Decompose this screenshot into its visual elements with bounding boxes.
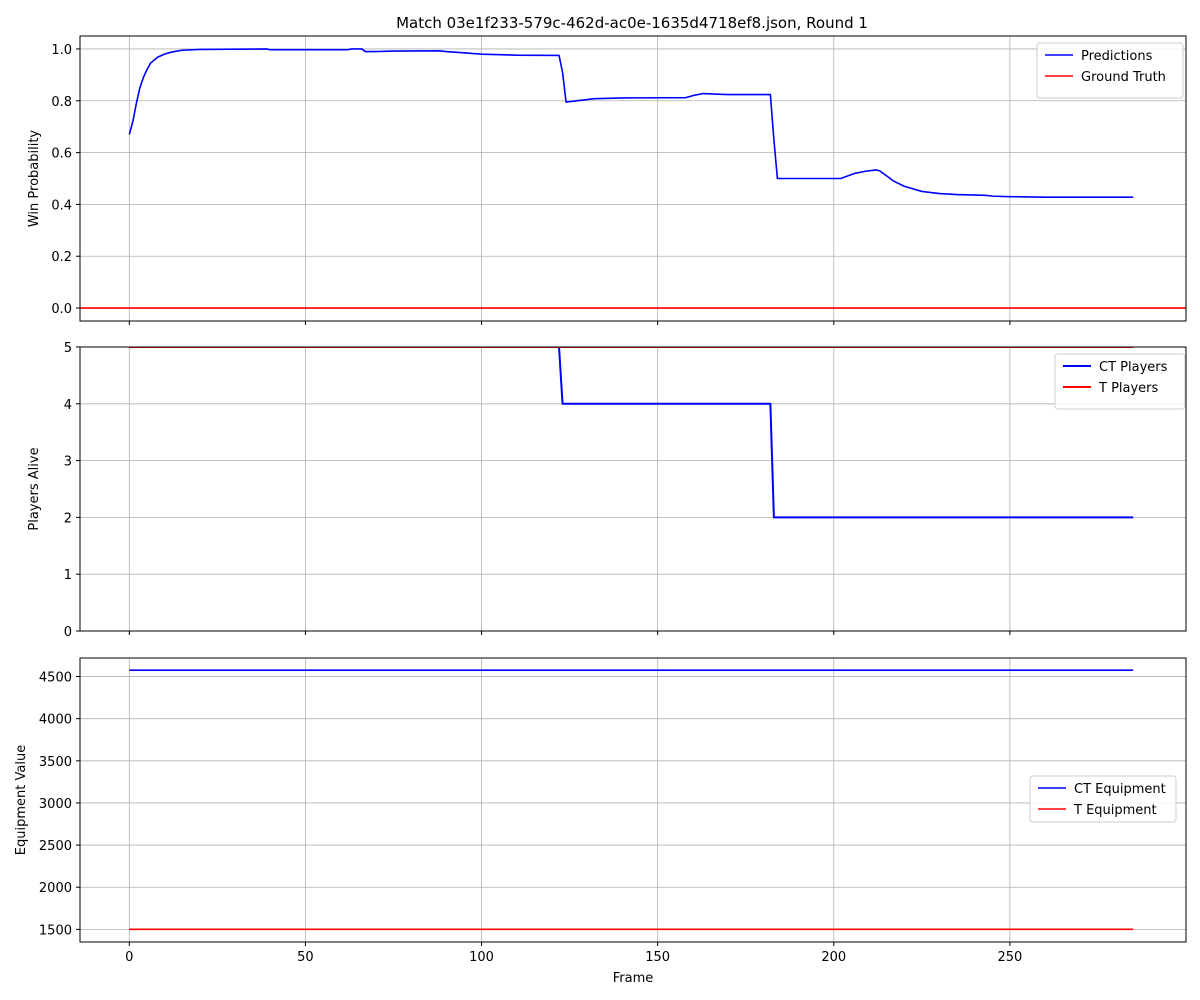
y-tick-label: 0.8: [51, 95, 72, 110]
y-tick-label: 0.4: [51, 198, 72, 213]
legend-label: Ground Truth: [1081, 70, 1166, 85]
chart-title: Match 03e1f233-579c-462d-ac0e-1635d4718e…: [396, 14, 868, 32]
x-tick-label: 50: [297, 950, 314, 965]
legend-label: CT Players: [1099, 360, 1168, 375]
panels: 0.0 0.2 0.4 0.6 0.8 1.0 Win Probability Predict…: [14, 35, 1187, 986]
y-tick-label: 2500: [39, 839, 72, 854]
legend-label: T Players: [1098, 381, 1159, 396]
axes-frame: [79, 346, 1187, 632]
x-axis-label: Frame: [613, 971, 654, 986]
legend-label: T Equipment: [1073, 803, 1157, 818]
y-tick-label: 4: [64, 398, 72, 413]
axes-frame: [79, 657, 1187, 943]
y-axis-label: Players Alive: [27, 447, 42, 530]
y-tick-label: 0: [64, 625, 72, 640]
series-group: [80, 48, 1186, 309]
legend: CT Equipment T Equipment: [1029, 775, 1177, 823]
series-group: [129, 669, 1134, 931]
y-axis-label: Win Probability: [27, 130, 42, 228]
legend: CT Players T Players: [1054, 353, 1186, 410]
series-line-predictions: [128, 48, 1134, 198]
legend-box: [1036, 42, 1184, 99]
legend-label: Predictions: [1081, 49, 1153, 64]
y-tick-label: 5: [64, 341, 72, 356]
y-tick-label: 2000: [39, 881, 72, 896]
y-axis-label: Equipment Value: [14, 745, 29, 855]
series-line-ct-players: [129, 347, 1134, 519]
panel-3: 0 50 100 150 200 250 1500 2000 2500 3000 3500 4000 4…: [14, 657, 1187, 986]
x-tick-label: 250: [997, 950, 1022, 965]
legend-box: [1054, 353, 1186, 410]
legend-box: [1029, 775, 1177, 823]
y-tick-label: 0.6: [51, 147, 72, 162]
y-tick-label: 0.2: [51, 250, 72, 265]
y-tick-label: 2: [64, 511, 72, 526]
legend: Predictions Ground Truth: [1036, 42, 1184, 99]
y-tick-label: 3: [64, 455, 72, 470]
panel-2: 0 1 2 3 4 5 Players Alive CT Players T Players: [27, 341, 1187, 640]
y-tick-label: 4500: [39, 671, 72, 686]
y-tick-label: 3000: [39, 797, 72, 812]
y-tick-label: 1500: [39, 923, 72, 938]
x-tick-label: 200: [821, 950, 846, 965]
x-tick-label: 150: [645, 950, 670, 965]
y-tick-label: 4000: [39, 713, 72, 728]
y-tick-label: 1.0: [51, 43, 72, 58]
panel-1: 0.0 0.2 0.4 0.6 0.8 1.0 Win Probability Predict…: [27, 35, 1187, 325]
legend-label: CT Equipment: [1074, 782, 1166, 797]
y-tick-label: 3500: [39, 755, 72, 770]
series-group: [129, 347, 1134, 519]
y-tick-label: 1: [64, 568, 72, 583]
x-tick-label: 0: [125, 950, 133, 965]
y-tick-label: 0.0: [51, 302, 72, 317]
x-tick-label: 100: [469, 950, 494, 965]
axes-frame: [79, 35, 1187, 322]
